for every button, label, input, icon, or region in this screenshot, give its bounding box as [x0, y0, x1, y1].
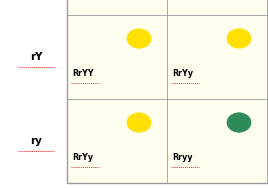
Text: ry: ry — [30, 136, 42, 146]
Bar — [167, 15, 267, 99]
Ellipse shape — [227, 113, 251, 132]
Text: RrYy: RrYy — [72, 153, 93, 162]
Ellipse shape — [127, 29, 151, 48]
Bar — [167, 99, 267, 183]
Text: RrYY: RrYY — [72, 69, 94, 78]
Bar — [67, 15, 167, 99]
Text: rY: rY — [30, 52, 42, 62]
Bar — [167, 0, 267, 15]
Bar — [267, 0, 268, 15]
Ellipse shape — [227, 29, 251, 48]
Text: Rryy: Rryy — [172, 153, 193, 162]
Bar — [267, 15, 268, 99]
Bar — [267, 99, 268, 183]
Text: RrYy: RrYy — [172, 69, 193, 78]
Bar — [67, 0, 167, 15]
Ellipse shape — [127, 113, 151, 132]
Bar — [67, 99, 167, 183]
